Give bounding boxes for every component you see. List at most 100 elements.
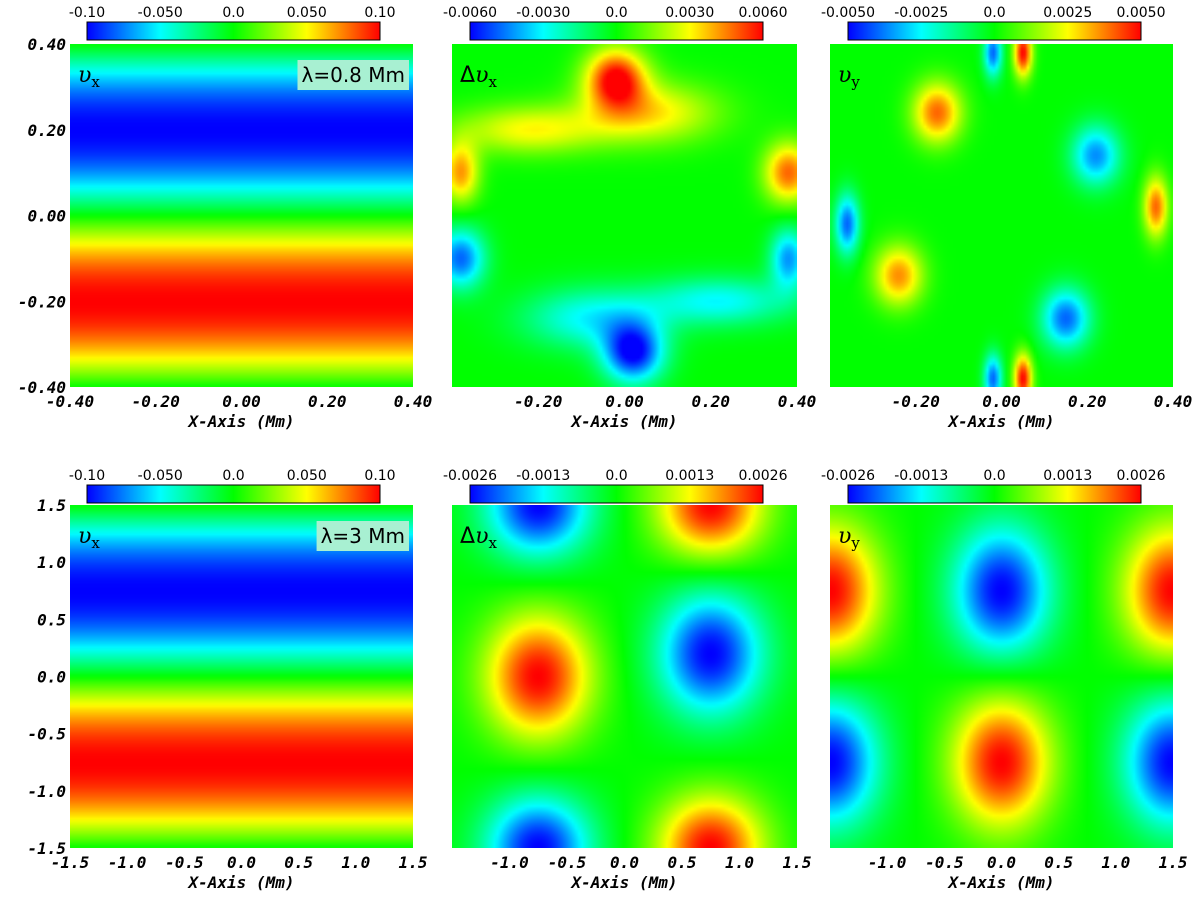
x-tick-label: 0.0 — [987, 853, 1016, 872]
colorbar-tick-label: -0.0030 — [516, 5, 570, 21]
x-tick-label: -0.5 — [548, 853, 587, 872]
colorbar-tick-label: -0.10 — [69, 468, 105, 484]
colorbar-tick-label: 0.050 — [287, 468, 327, 484]
x-axis-title: X-Axis (Mm) — [570, 873, 678, 892]
y-tick-label: 0.40 — [27, 35, 66, 54]
colorbar-tick-label: 0.0050 — [1117, 5, 1166, 21]
x-tick-label: 0.00 — [982, 392, 1021, 411]
y-tick-label: -1.5 — [27, 839, 66, 858]
x-tick-label: -0.40 — [46, 392, 94, 411]
colorbar-tick-label: 0.0026 — [739, 468, 788, 484]
x-tick-label: 1.0 — [1101, 853, 1130, 872]
panel-top-right: -0.0050 -0.0025 0.0 0.0025 0.0050 -0.20 0.00 0.… — [821, 5, 1192, 431]
x-tick-label: 0.40 — [778, 392, 817, 411]
colorbar-tick-label: -0.0026 — [821, 468, 875, 484]
x-tick-label: 0.5 — [1044, 853, 1073, 872]
colorbar-tick-label: -0.0026 — [443, 468, 497, 484]
colorbar — [86, 21, 381, 41]
x-tick-label: -0.5 — [165, 853, 204, 872]
x-tick-label: 0.20 — [308, 392, 347, 411]
colorbar-tick-label: 0.0 — [222, 5, 244, 21]
x-tick-label: 0.0 — [610, 853, 639, 872]
x-tick-label: 1.0 — [725, 853, 754, 872]
colorbar-tick-label: -0.050 — [138, 5, 183, 21]
panel-bottom-middle: -0.0026 -0.0013 0.0 0.0013 0.0026 -1.0 -0.5 0.0… — [443, 468, 811, 892]
colorbar-tick-label: -0.0013 — [516, 468, 570, 484]
colorbar-tick-label: 0.0013 — [665, 468, 714, 484]
colorbar — [847, 484, 1142, 504]
svg-text:λ=3 Mm: λ=3 Mm — [321, 524, 405, 548]
colorbar-tick-label: 0.0 — [983, 5, 1005, 21]
svg-text:λ=0.8 Mm: λ=0.8 Mm — [302, 63, 406, 87]
colorbar-tick-label: -0.050 — [138, 468, 183, 484]
colorbar-tick-label: 0.10 — [364, 468, 395, 484]
colorbar-tick-label: -0.0060 — [443, 5, 497, 21]
wavelength-annotation: λ=0.8 Mm — [297, 60, 409, 90]
panel-top-left: -0.10 -0.050 0.0 0.050 0.10 -0.40 -0.20 0.00 0.2… — [18, 5, 432, 431]
panel-bottom-right: -0.0026 -0.0013 0.0 0.0013 0.0026 -1.0 -0.5 0.0… — [821, 468, 1187, 892]
x-axis-title: X-Axis (Mm) — [570, 412, 678, 431]
x-tick-label: 0.5 — [668, 853, 697, 872]
variable-label: υy — [838, 63, 860, 91]
x-tick-label: 0.20 — [1068, 392, 1107, 411]
colorbar-tick-label: 0.0 — [605, 468, 627, 484]
y-tick-label: 1.0 — [37, 553, 66, 572]
x-tick-label: -0.20 — [514, 392, 562, 411]
colorbar-tick-label: -0.0050 — [821, 5, 875, 21]
heatmap-image — [830, 44, 1173, 387]
y-tick-label: -0.40 — [18, 378, 66, 397]
x-tick-label: 0.40 — [394, 392, 433, 411]
x-tick-label: 0.00 — [605, 392, 644, 411]
colorbar-tick-label: -0.0025 — [894, 5, 948, 21]
x-tick-label: -0.20 — [132, 392, 180, 411]
variable-label: υx — [78, 63, 100, 91]
variable-label: υx — [78, 524, 100, 552]
colorbar-tick-label: 0.0030 — [665, 5, 714, 21]
variable-label: Δυx — [460, 63, 497, 91]
colorbar — [86, 484, 381, 504]
colorbar-tick-label: 0.0 — [222, 468, 244, 484]
heatmap-image — [70, 44, 413, 387]
x-axis-title: X-Axis (Mm) — [947, 412, 1055, 431]
heatmap-image — [452, 505, 797, 848]
x-axis-title: X-Axis (Mm) — [187, 873, 295, 892]
colorbar — [469, 21, 764, 41]
y-tick-label: 1.5 — [37, 496, 66, 515]
heatmap-image — [452, 44, 797, 387]
x-tick-label: 0.00 — [222, 392, 261, 411]
y-tick-label: 0.5 — [37, 610, 66, 629]
colorbar-tick-label: 0.050 — [287, 5, 327, 21]
y-tick-label: 0.00 — [27, 207, 66, 226]
wavelength-annotation: λ=3 Mm — [316, 521, 409, 551]
x-tick-label: 1.5 — [783, 853, 812, 872]
panel-bottom-left: -0.10 -0.050 0.0 0.050 0.10 -1.5 -1.0 -0.5 0.0 0.… — [27, 468, 427, 892]
x-tick-label: 1.0 — [341, 853, 370, 872]
x-tick-label: -1.0 — [490, 853, 529, 872]
x-axis-title: X-Axis (Mm) — [947, 873, 1055, 892]
x-tick-label: -0.5 — [925, 853, 964, 872]
x-tick-label: 0.20 — [691, 392, 730, 411]
y-tick-label: 0.20 — [27, 121, 66, 140]
colorbar-tick-label: -0.0013 — [894, 468, 948, 484]
y-tick-label: -1.0 — [27, 782, 66, 801]
x-tick-label: 1.5 — [399, 853, 428, 872]
x-tick-label: -1.5 — [51, 853, 90, 872]
x-tick-label: -1.0 — [868, 853, 907, 872]
colorbar-tick-label: 0.0 — [605, 5, 627, 21]
panel-top-middle: -0.0060 -0.0030 0.0 0.0030 0.0060 -0.20 0.00 0.… — [443, 5, 816, 431]
heatmap-image — [70, 505, 413, 848]
colorbar-tick-label: 0.0025 — [1043, 5, 1092, 21]
colorbar — [469, 484, 764, 504]
y-tick-label: -0.5 — [27, 725, 66, 744]
y-tick-label: -0.20 — [18, 292, 66, 311]
colorbar-tick-label: 0.0026 — [1117, 468, 1166, 484]
variable-label: υy — [838, 524, 860, 552]
colorbar-tick-label: 0.0013 — [1043, 468, 1092, 484]
colorbar — [847, 21, 1142, 41]
x-tick-label: 0.40 — [1154, 392, 1193, 411]
colorbar-tick-label: 0.0 — [983, 468, 1005, 484]
x-tick-label: 0.0 — [227, 853, 256, 872]
colorbar-tick-label: -0.10 — [69, 5, 105, 21]
x-tick-label: 0.5 — [284, 853, 313, 872]
